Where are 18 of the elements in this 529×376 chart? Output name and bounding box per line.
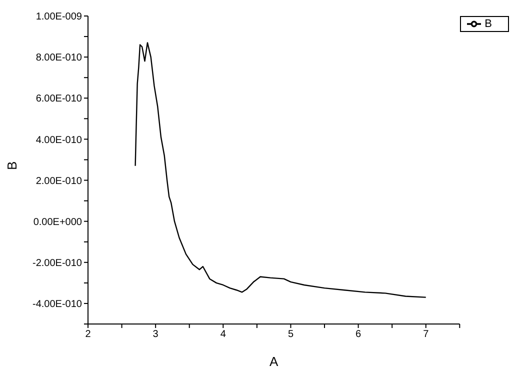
y-tick-label: -2.00E-010 <box>32 258 82 269</box>
y-tick-label: -4.00E-010 <box>32 299 82 310</box>
x-axis-title: A <box>269 354 278 369</box>
y-tick-label: 4.00E-010 <box>36 134 82 146</box>
y-axis-title: B <box>4 161 20 170</box>
x-tick-label: 3 <box>152 329 159 340</box>
x-tick-label: 7 <box>423 329 430 340</box>
y-tick-label: 6.00E-010 <box>36 94 82 105</box>
x-tick-label: 6 <box>356 329 362 340</box>
x-tick-label: 5 <box>288 329 294 340</box>
y-tick-label: 2.00E-010 <box>36 176 82 187</box>
x-tick-label: 4 <box>220 329 226 340</box>
y-tick-label: 1.00E-009 <box>36 12 82 23</box>
line-series <box>134 42 426 298</box>
y-tick-label: 8.00E-010 <box>36 52 82 64</box>
x-tick-label: 2 <box>85 329 92 340</box>
legend-label: B <box>484 18 492 30</box>
y-tick-label: 0.00E+000 <box>33 216 82 228</box>
